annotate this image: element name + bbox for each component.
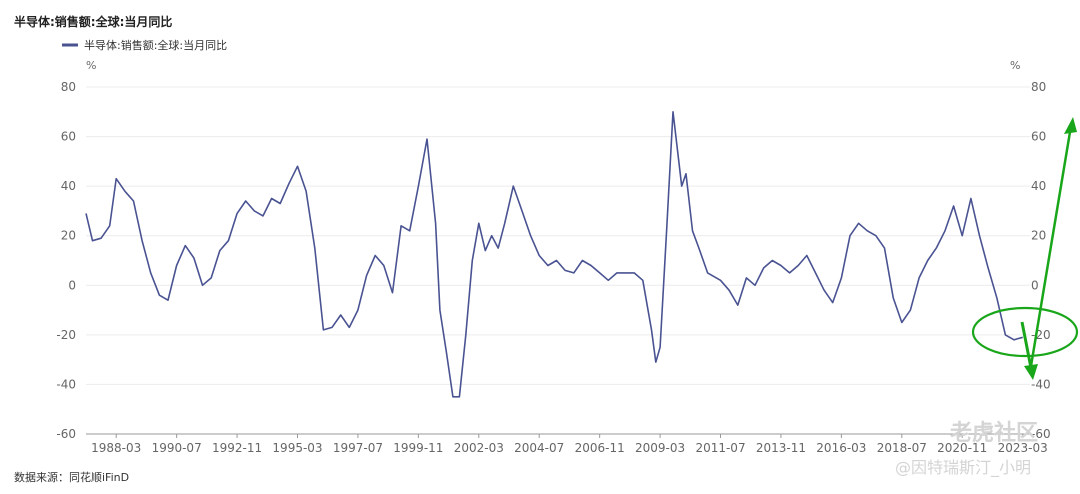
- x-tick-label: 1997-07: [333, 441, 383, 455]
- y-unit-left: %: [86, 59, 96, 72]
- x-tick-label: 1999-11: [393, 441, 443, 455]
- arrow-down-shaft: [1020, 321, 1033, 369]
- y-tick-label-left: -40: [56, 377, 76, 391]
- y-tick-label-right: -20: [1031, 328, 1051, 342]
- y-axis-left: -60 -40 -20 0 20 40 60 80: [56, 80, 76, 441]
- y-tick-label-left: -60: [56, 427, 76, 441]
- y-tick-label-right: 20: [1031, 229, 1046, 243]
- x-tick-label: 2011-07: [695, 441, 745, 455]
- y-tick-label-left: 40: [61, 179, 76, 193]
- data-source: 数据来源：同花顺iFinD: [14, 470, 129, 484]
- legend[interactable]: 半导体:销售额:全球:当月同比: [62, 38, 227, 52]
- y-tick-label-left: -20: [56, 328, 76, 342]
- y-tick-label-right: 0: [1031, 278, 1039, 292]
- chart-title: 半导体:销售额:全球:当月同比: [14, 14, 172, 29]
- x-tick-label: 2020-11: [937, 441, 987, 455]
- x-tick-label: 2013-11: [756, 441, 806, 455]
- series-layer: [85, 111, 1023, 398]
- x-tick-label: 2009-03: [635, 441, 685, 455]
- x-tick-label: 1988-03: [91, 441, 141, 455]
- x-tick-label: 2018-07: [877, 441, 927, 455]
- y-tick-label-left: 0: [68, 278, 76, 292]
- x-tick-label: 2002-03: [454, 441, 504, 455]
- x-axis: 1988-03 1990-07 1992-11 1995-03 1997-07 1999-…: [91, 434, 1048, 455]
- x-tick-label: 1992-11: [212, 441, 262, 455]
- y-tick-label-right: -40: [1031, 377, 1051, 391]
- x-tick-label: 2006-11: [575, 441, 625, 455]
- y-tick-label-right: 60: [1031, 130, 1046, 144]
- y-tick-label-right: 40: [1031, 179, 1046, 193]
- grid: [86, 86, 1030, 435]
- x-tick-label: 1995-03: [272, 441, 322, 455]
- arrow-up-shaft: [1028, 131, 1072, 373]
- annotations: [971, 117, 1079, 380]
- y-tick-label-left: 20: [61, 229, 76, 243]
- watermark-handle: @因特瑞斯汀_小明: [895, 458, 1031, 478]
- y-tick-label-left: 80: [61, 80, 76, 94]
- y-tick-label-right: -60: [1031, 427, 1051, 441]
- y-unit-right: %: [1010, 59, 1020, 72]
- highlight-ellipse: [971, 306, 1079, 358]
- x-tick-label: 2016-03: [816, 441, 866, 455]
- x-tick-label: 2023-03: [998, 441, 1048, 455]
- y-tick-label-right: 80: [1031, 80, 1046, 94]
- x-tick-label: 1990-07: [152, 441, 202, 455]
- x-tick-label: 2004-07: [514, 441, 564, 455]
- watermark-logo-text: 老虎社区: [949, 420, 1038, 446]
- legend-label: 半导体:销售额:全球:当月同比: [84, 38, 227, 52]
- arrow-up-head: [1064, 117, 1077, 134]
- series-line: [85, 111, 1023, 398]
- y-tick-label-left: 60: [61, 130, 76, 144]
